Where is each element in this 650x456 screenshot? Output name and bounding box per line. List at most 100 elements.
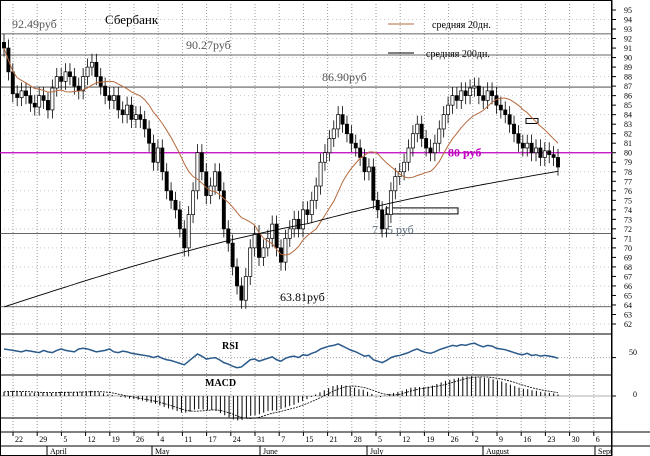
candle-body — [323, 152, 327, 163]
candle-body — [72, 76, 77, 87]
candle-body — [265, 238, 270, 249]
candle-body — [375, 199, 380, 211]
candle-body — [283, 238, 288, 263]
price-tick-label: 66 — [624, 282, 632, 291]
price-tick-label: 75 — [624, 196, 632, 205]
month-label: August — [486, 447, 510, 456]
candle-body — [331, 128, 336, 139]
candle-body — [164, 171, 169, 192]
date-tick-label: 11 — [184, 435, 192, 444]
candle-body — [129, 104, 134, 120]
candle-body — [366, 166, 371, 173]
price-tick-label: 67 — [624, 272, 632, 281]
date-tick-label: 26 — [136, 435, 144, 444]
date-tick-label: 19 — [112, 435, 120, 444]
candle-body — [2, 42, 6, 49]
candle-body — [19, 90, 24, 98]
candle-body — [318, 161, 323, 187]
date-tick-label: 28 — [354, 435, 362, 444]
level-label: 92.49руб — [12, 17, 57, 31]
candle-body — [243, 276, 248, 301]
date-tick-label: 5 — [63, 435, 67, 444]
date-tick-label: 16 — [523, 435, 531, 444]
month-label: June — [263, 447, 278, 456]
price-tick-label: 70 — [624, 244, 632, 253]
candle-body — [490, 90, 494, 96]
candle-body — [147, 128, 152, 144]
price-tick-label: 62 — [624, 320, 632, 329]
price-tick-label: 63 — [624, 310, 632, 319]
date-tick-label: 29 — [39, 435, 47, 444]
rsi-axis-label: 50 — [629, 348, 637, 357]
candle-body — [32, 102, 37, 108]
candle-body — [454, 95, 459, 101]
legend-ma20: средняя 20дн. — [432, 20, 491, 31]
candle-body — [50, 87, 55, 111]
candle-body — [415, 123, 420, 135]
candle-body — [63, 71, 68, 82]
price-tick-label: 83 — [624, 120, 632, 129]
price-tick-label: 87 — [624, 82, 632, 91]
candle-body — [76, 85, 81, 92]
candle-body — [142, 119, 147, 130]
candle-body — [402, 161, 407, 173]
candle-body — [432, 142, 437, 154]
price-tick-label: 95 — [624, 6, 632, 15]
candle-body — [336, 114, 341, 130]
level-label: 86.90руб — [322, 70, 367, 84]
candle-body — [274, 223, 279, 249]
price-tick-label: 79 — [624, 158, 632, 167]
price-tick-label: 69 — [624, 253, 632, 262]
candle-body — [446, 104, 451, 116]
price-levels: 92.49руб 90.27руб 86.90руб 80 руб 71.5 руб 63… — [0, 17, 612, 308]
candle-body — [235, 266, 239, 287]
candle-body — [37, 95, 42, 108]
candle-body — [459, 90, 464, 101]
candle-body — [406, 147, 411, 163]
price-tick-label: 74 — [624, 206, 632, 215]
candle-body — [516, 133, 521, 144]
month-label: Sept — [598, 447, 613, 456]
candle-body — [534, 147, 538, 154]
candle-body — [230, 242, 235, 268]
price-tick-label: 78 — [624, 168, 632, 177]
candle-body — [503, 109, 508, 116]
candle-body — [327, 138, 332, 154]
candle-body — [54, 76, 59, 89]
candle-body — [345, 123, 349, 135]
candle-body — [226, 228, 231, 244]
date-tick-label: 12 — [88, 435, 96, 444]
candle-body — [556, 157, 560, 168]
date-tick-label: 12 — [402, 435, 410, 444]
date-tick-label: 19 — [426, 435, 434, 444]
price-tick-label: 82 — [624, 130, 632, 139]
candle-body — [507, 114, 512, 125]
candle-body — [116, 95, 121, 111]
candle-body — [199, 152, 204, 173]
date-tick-label: 24 — [233, 435, 241, 444]
date-tick-label: 15 — [305, 435, 313, 444]
candle-body — [551, 154, 556, 158]
candle-body — [81, 76, 86, 92]
candle-body — [186, 214, 191, 249]
candle-body — [468, 87, 473, 96]
candle-body — [239, 285, 244, 301]
candle-body — [525, 142, 530, 149]
macd-axis-label: 0 — [633, 390, 637, 399]
candle-body — [94, 61, 99, 77]
level-label: 71.5 руб — [372, 223, 414, 237]
date-tick-label: 6 — [596, 435, 600, 444]
candle-body — [292, 218, 297, 230]
candle-body — [10, 71, 15, 95]
candle-body — [204, 171, 209, 196]
candle-body — [15, 93, 20, 98]
date-tick-label: 30 — [572, 435, 580, 444]
price-tick-label: 80 — [624, 149, 632, 158]
resistance-box — [525, 117, 539, 124]
price-tick-label: 92 — [624, 35, 632, 44]
candle-body — [261, 247, 266, 258]
price-tick-label: 85 — [624, 101, 632, 110]
candle-body — [125, 104, 130, 116]
